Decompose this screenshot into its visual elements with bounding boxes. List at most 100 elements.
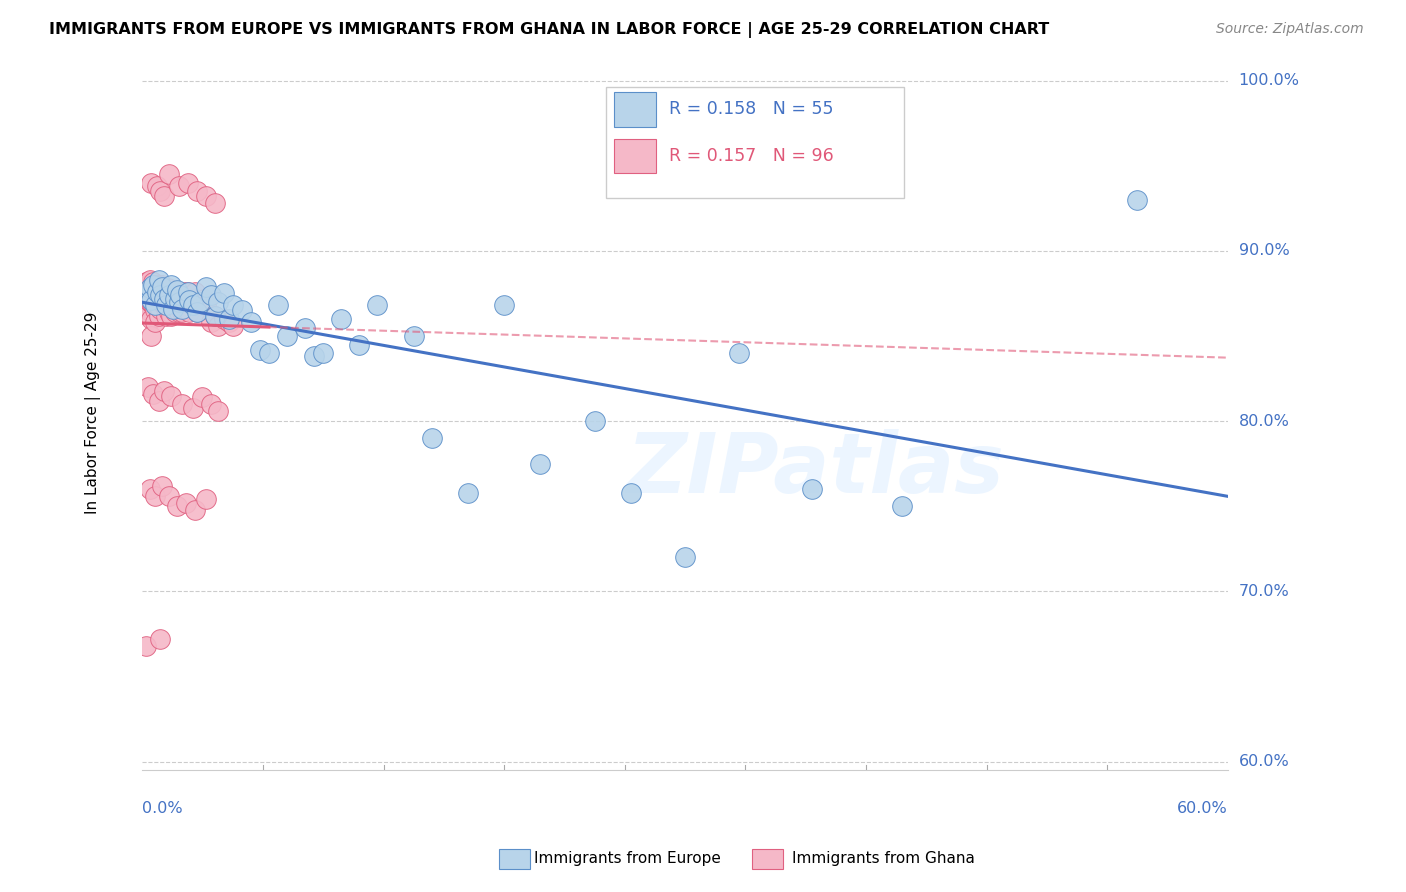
Point bbox=[156, 298, 179, 312]
Point bbox=[176, 285, 198, 299]
Text: R = 0.157   N = 96: R = 0.157 N = 96 bbox=[669, 147, 834, 165]
Text: R = 0.158   N = 55: R = 0.158 N = 55 bbox=[669, 101, 834, 119]
Point bbox=[184, 502, 207, 516]
Point bbox=[136, 303, 159, 318]
Point bbox=[1126, 193, 1149, 207]
Point bbox=[135, 298, 157, 312]
Point bbox=[174, 295, 197, 310]
Point bbox=[149, 301, 172, 316]
Point bbox=[146, 298, 169, 312]
Point bbox=[141, 312, 163, 326]
Point bbox=[142, 277, 165, 292]
FancyBboxPatch shape bbox=[606, 87, 904, 198]
Point bbox=[166, 500, 188, 514]
Point bbox=[194, 492, 217, 507]
Point bbox=[169, 288, 191, 302]
Point bbox=[169, 295, 191, 310]
Point bbox=[149, 632, 172, 646]
Point bbox=[800, 482, 823, 496]
Point bbox=[200, 315, 222, 329]
Point bbox=[138, 482, 160, 496]
Point bbox=[166, 283, 188, 297]
Point bbox=[176, 285, 198, 299]
Point bbox=[163, 305, 186, 319]
Point bbox=[620, 485, 643, 500]
Point bbox=[728, 346, 751, 360]
Point bbox=[153, 298, 176, 312]
Point bbox=[138, 285, 160, 299]
Point bbox=[135, 286, 157, 301]
Point bbox=[167, 305, 190, 319]
Point bbox=[148, 309, 170, 323]
Text: In Labor Force | Age 25-29: In Labor Force | Age 25-29 bbox=[86, 311, 101, 514]
Point bbox=[138, 273, 160, 287]
Point bbox=[142, 387, 165, 401]
Point bbox=[218, 315, 240, 329]
Point bbox=[150, 279, 173, 293]
Point bbox=[212, 312, 235, 326]
Point bbox=[163, 292, 186, 306]
Point bbox=[143, 489, 166, 503]
Point bbox=[312, 346, 335, 360]
Text: ZIPatlas: ZIPatlas bbox=[626, 429, 1004, 510]
Point bbox=[349, 337, 371, 351]
Point bbox=[204, 309, 226, 323]
Point bbox=[143, 298, 166, 312]
Point bbox=[222, 298, 245, 312]
Point bbox=[420, 431, 443, 445]
Point bbox=[146, 179, 169, 194]
Point bbox=[188, 295, 211, 310]
Point bbox=[143, 315, 166, 329]
Point bbox=[134, 281, 156, 295]
Point bbox=[276, 329, 298, 343]
Point bbox=[142, 275, 165, 289]
Point bbox=[218, 312, 240, 326]
Point bbox=[150, 295, 173, 310]
Point bbox=[207, 295, 229, 310]
Point bbox=[163, 285, 186, 299]
Text: 0.0%: 0.0% bbox=[142, 801, 183, 816]
Point bbox=[159, 489, 181, 503]
Point bbox=[180, 292, 202, 306]
Text: 100.0%: 100.0% bbox=[1239, 73, 1299, 88]
Point bbox=[146, 285, 169, 299]
Text: 80.0%: 80.0% bbox=[1239, 414, 1289, 429]
Point bbox=[194, 189, 217, 203]
Point bbox=[193, 292, 215, 306]
Point bbox=[673, 550, 696, 565]
Point bbox=[204, 196, 226, 211]
Point bbox=[138, 295, 160, 310]
Text: 90.0%: 90.0% bbox=[1239, 244, 1289, 259]
Point bbox=[160, 389, 183, 403]
FancyBboxPatch shape bbox=[614, 139, 655, 173]
Point bbox=[134, 295, 156, 310]
Point bbox=[159, 305, 181, 319]
Point bbox=[222, 318, 245, 333]
Point bbox=[402, 329, 425, 343]
Point bbox=[891, 500, 914, 514]
Point bbox=[204, 309, 226, 323]
Point bbox=[162, 295, 184, 310]
Point bbox=[194, 279, 217, 293]
Point bbox=[188, 295, 211, 310]
Point bbox=[148, 285, 170, 299]
Point bbox=[155, 286, 177, 301]
Point bbox=[149, 184, 172, 198]
Point bbox=[176, 176, 198, 190]
Text: IMMIGRANTS FROM EUROPE VS IMMIGRANTS FROM GHANA IN LABOR FORCE | AGE 25-29 CORRE: IMMIGRANTS FROM EUROPE VS IMMIGRANTS FRO… bbox=[49, 22, 1049, 38]
Point bbox=[135, 639, 157, 653]
Point bbox=[141, 293, 163, 308]
Point bbox=[194, 298, 217, 312]
Point bbox=[159, 167, 181, 181]
Text: Immigrants from Europe: Immigrants from Europe bbox=[534, 851, 721, 865]
Point bbox=[184, 285, 207, 299]
Point bbox=[148, 273, 170, 287]
Point bbox=[162, 301, 184, 316]
Text: 60.0%: 60.0% bbox=[1239, 754, 1289, 769]
Point bbox=[212, 286, 235, 301]
Point bbox=[200, 397, 222, 411]
Point bbox=[181, 401, 204, 415]
Point bbox=[150, 277, 173, 292]
Point bbox=[146, 277, 169, 292]
Point bbox=[457, 485, 479, 500]
